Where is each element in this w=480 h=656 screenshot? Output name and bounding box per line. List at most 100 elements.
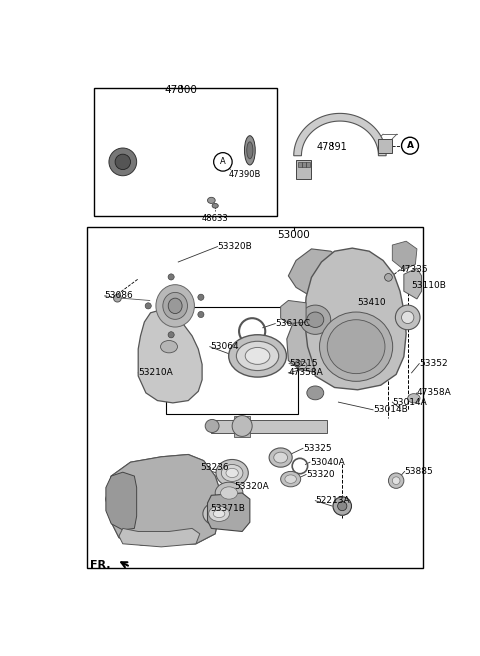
Bar [378, 139, 392, 153]
Text: 53610C: 53610C [275, 319, 310, 328]
Text: 53410: 53410 [358, 298, 386, 306]
Ellipse shape [209, 506, 229, 522]
Ellipse shape [307, 312, 324, 327]
Text: 53014A: 53014A [392, 398, 427, 407]
Ellipse shape [408, 394, 420, 403]
Polygon shape [404, 268, 421, 299]
Ellipse shape [269, 448, 292, 467]
Text: 53320A: 53320A [234, 482, 269, 491]
Polygon shape [288, 249, 350, 299]
Circle shape [384, 274, 392, 281]
Ellipse shape [212, 203, 218, 208]
Bar [234, 416, 250, 437]
Text: 47358A: 47358A [288, 369, 323, 377]
Ellipse shape [298, 361, 307, 369]
Polygon shape [106, 472, 137, 530]
Ellipse shape [285, 475, 297, 483]
Circle shape [295, 461, 305, 472]
Circle shape [337, 501, 347, 510]
Ellipse shape [221, 464, 243, 482]
Circle shape [198, 312, 204, 318]
Ellipse shape [228, 335, 287, 377]
Bar [211, 420, 327, 433]
Text: 53320: 53320 [306, 470, 335, 479]
Text: 53000: 53000 [277, 230, 310, 239]
Circle shape [402, 311, 414, 323]
Bar [166, 308, 298, 414]
Bar [94, 88, 277, 216]
Polygon shape [138, 310, 202, 403]
Ellipse shape [320, 312, 393, 381]
Ellipse shape [168, 298, 182, 314]
Circle shape [333, 497, 351, 516]
Polygon shape [281, 300, 306, 323]
Text: 53040A: 53040A [310, 458, 345, 466]
Ellipse shape [163, 293, 188, 319]
Circle shape [388, 473, 404, 488]
Polygon shape [392, 241, 417, 270]
Ellipse shape [281, 472, 300, 487]
Polygon shape [287, 313, 340, 372]
Text: A: A [407, 141, 413, 150]
Text: 53086: 53086 [104, 291, 133, 300]
Circle shape [295, 361, 301, 367]
Bar [306, 162, 310, 167]
Text: 53110B: 53110B [411, 281, 446, 289]
Text: A: A [220, 157, 226, 167]
Polygon shape [119, 528, 200, 547]
Text: 53064: 53064 [210, 342, 239, 351]
Circle shape [145, 303, 151, 309]
Text: 53352: 53352 [419, 359, 448, 368]
Text: 53885: 53885 [405, 467, 433, 476]
Circle shape [392, 477, 400, 485]
Ellipse shape [215, 482, 243, 504]
Ellipse shape [327, 319, 385, 374]
Text: 53325: 53325 [303, 444, 332, 453]
Text: 48633: 48633 [202, 215, 228, 223]
Polygon shape [106, 455, 223, 545]
Text: 53215: 53215 [289, 359, 318, 368]
Ellipse shape [203, 501, 235, 526]
Ellipse shape [247, 142, 253, 159]
Ellipse shape [274, 452, 288, 463]
Circle shape [214, 153, 232, 171]
Text: 53371B: 53371B [210, 504, 245, 513]
Ellipse shape [213, 510, 225, 518]
Circle shape [168, 332, 174, 338]
Ellipse shape [156, 285, 194, 327]
Polygon shape [106, 455, 223, 545]
Ellipse shape [307, 386, 324, 400]
Polygon shape [304, 248, 406, 390]
Bar [296, 160, 312, 179]
Circle shape [241, 321, 263, 342]
Circle shape [114, 295, 121, 302]
Ellipse shape [245, 348, 270, 364]
Circle shape [402, 137, 419, 154]
Text: FR.: FR. [90, 560, 111, 570]
Text: 47800: 47800 [164, 85, 197, 95]
Polygon shape [294, 113, 386, 155]
Circle shape [109, 148, 137, 176]
Text: 47891: 47891 [317, 142, 348, 152]
Ellipse shape [221, 487, 238, 499]
Polygon shape [207, 493, 250, 531]
Bar [302, 162, 306, 167]
Circle shape [198, 294, 204, 300]
Circle shape [115, 154, 131, 170]
Ellipse shape [226, 468, 238, 478]
Bar [299, 162, 302, 167]
Ellipse shape [216, 459, 248, 487]
Text: 53236: 53236 [200, 463, 228, 472]
Circle shape [168, 274, 174, 280]
Text: 53210A: 53210A [138, 369, 173, 377]
Ellipse shape [236, 341, 279, 371]
Ellipse shape [244, 136, 255, 165]
Text: 47335: 47335 [400, 265, 429, 274]
Text: 47390B: 47390B [229, 170, 262, 178]
Text: 53320B: 53320B [217, 242, 252, 251]
Bar [86, 228, 423, 569]
Ellipse shape [300, 305, 331, 335]
Ellipse shape [207, 197, 215, 203]
Circle shape [396, 305, 420, 330]
Text: 52213A: 52213A [315, 496, 350, 505]
